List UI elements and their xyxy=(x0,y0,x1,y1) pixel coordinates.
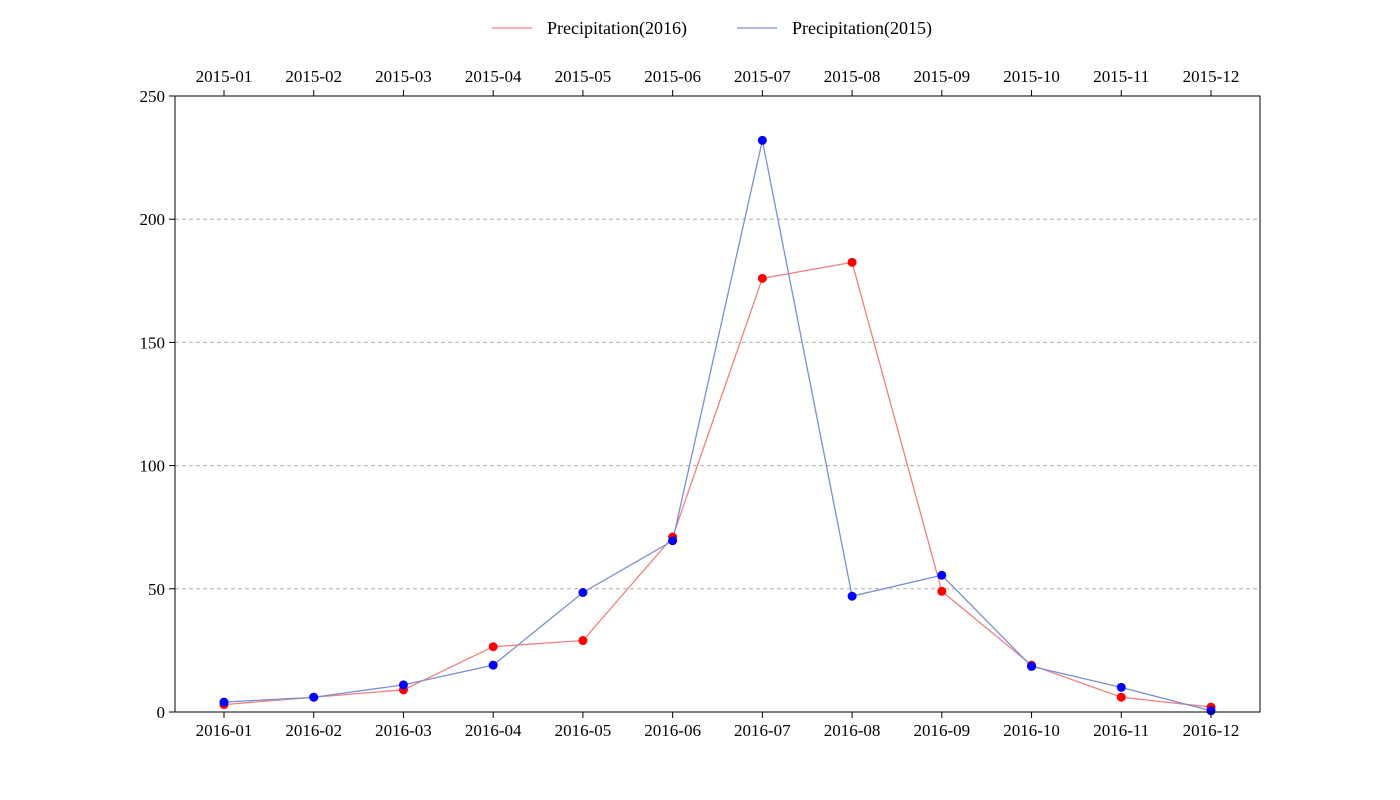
data-point xyxy=(757,273,767,283)
data-point xyxy=(219,697,229,707)
x-tick-label-bottom: 2016-10 xyxy=(1003,721,1060,740)
y-tick-label: 150 xyxy=(140,333,166,352)
data-point xyxy=(847,257,857,267)
data-point xyxy=(488,642,498,652)
x-tick-label-top: 2015-10 xyxy=(1003,67,1060,86)
x-tick-label-top: 2015-05 xyxy=(555,67,612,86)
data-point xyxy=(578,636,588,646)
data-point xyxy=(488,660,498,670)
legend-label: Precipitation(2016) xyxy=(547,18,687,39)
data-point xyxy=(937,586,947,596)
data-point xyxy=(1027,661,1037,671)
data-point xyxy=(847,591,857,601)
x-tick-label-top: 2015-02 xyxy=(285,67,342,86)
x-tick-label-bottom: 2016-05 xyxy=(555,721,612,740)
series-line xyxy=(223,261,1212,708)
y-tick-label: 100 xyxy=(140,457,166,476)
data-point xyxy=(1116,692,1126,702)
data-point xyxy=(757,135,767,145)
x-tick-label-bottom: 2016-04 xyxy=(465,721,522,740)
plot-frame xyxy=(174,95,1261,713)
legend: Precipitation(2016) Precipitation(2015) xyxy=(492,18,932,39)
x-tick-label-bottom: 2016-09 xyxy=(913,721,970,740)
data-point xyxy=(309,692,319,702)
x-tick-label-bottom: 2016-02 xyxy=(285,721,342,740)
y-tick-label: 50 xyxy=(148,580,165,599)
x-tick-label-top: 2015-08 xyxy=(824,67,881,86)
data-point xyxy=(1206,706,1216,716)
gridlines xyxy=(175,218,1260,590)
x-tick-label-bottom: 2016-12 xyxy=(1183,721,1240,740)
data-point xyxy=(1116,682,1126,692)
data-point xyxy=(398,680,408,690)
x-tick-label-top: 2015-03 xyxy=(375,67,432,86)
x-tick-label-top: 2015-09 xyxy=(913,67,970,86)
data-point xyxy=(937,570,947,580)
data-point xyxy=(578,587,588,597)
x-tick-label-top: 2015-04 xyxy=(465,67,522,86)
x-tick-label-top: 2015-11 xyxy=(1093,67,1149,86)
x-tick-label-bottom: 2016-07 xyxy=(734,721,791,740)
x-tick-label-bottom: 2016-06 xyxy=(644,721,701,740)
x-tick-label-top: 2015-01 xyxy=(196,67,253,86)
x-tick-label-top: 2015-06 xyxy=(644,67,701,86)
legend-label: Precipitation(2015) xyxy=(792,18,932,39)
series-line xyxy=(223,140,1212,712)
y-tick-label: 200 xyxy=(140,210,166,229)
x-tick-label-bottom: 2016-11 xyxy=(1093,721,1149,740)
x-tick-label-bottom: 2016-08 xyxy=(824,721,881,740)
axes: 0 50 100 150 200 250 2016-01 2016-02 2016-03 2016… xyxy=(140,67,1240,740)
x-tick-label-bottom: 2016-03 xyxy=(375,721,432,740)
x-tick-label-top: 2015-07 xyxy=(734,67,791,86)
data-point xyxy=(668,536,678,546)
x-tick-label-bottom: 2016-01 xyxy=(196,721,253,740)
y-tick-label: 0 xyxy=(157,703,166,722)
series-markers xyxy=(219,135,1216,716)
x-tick-label-top: 2015-12 xyxy=(1183,67,1240,86)
y-tick-label: 250 xyxy=(140,87,166,106)
series-lines xyxy=(223,140,1212,712)
